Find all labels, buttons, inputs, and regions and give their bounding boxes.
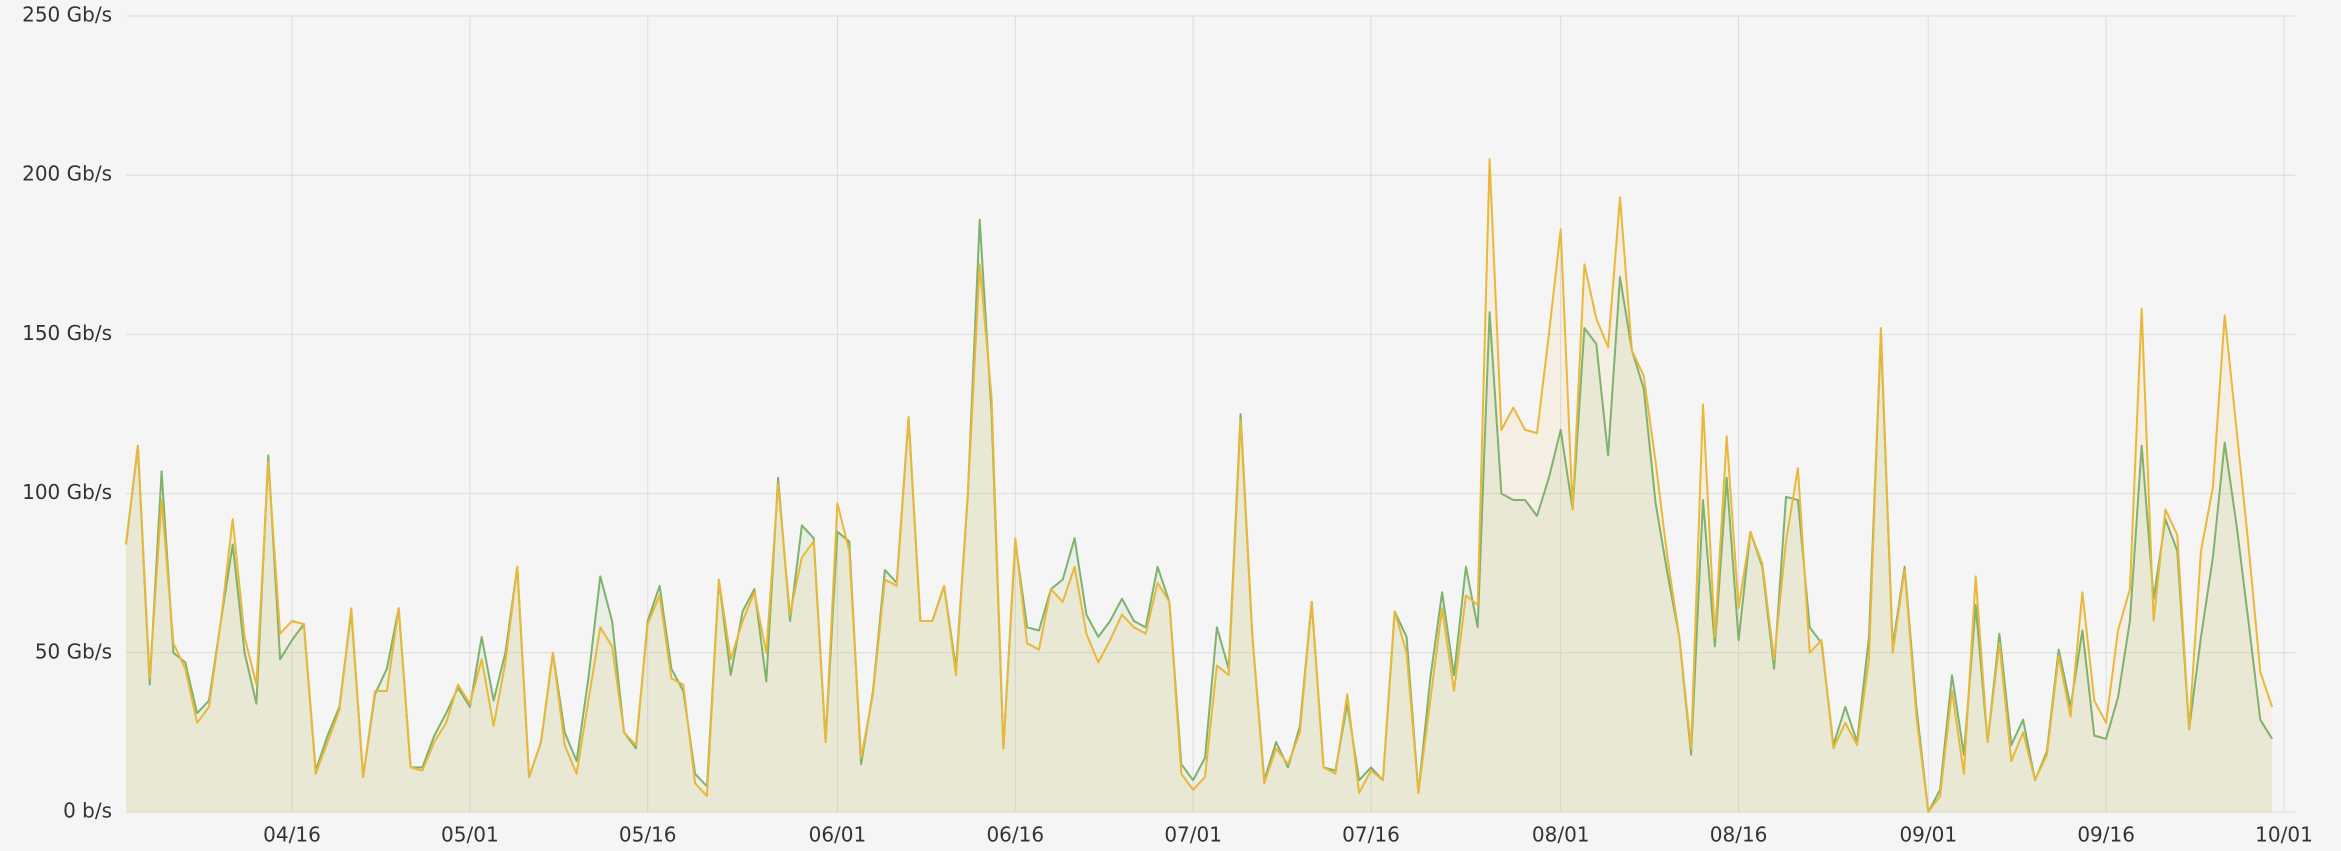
x-tick-label: 04/16 xyxy=(263,823,321,847)
y-tick-label: 200 Gb/s xyxy=(22,162,112,186)
x-tick-label: 09/16 xyxy=(2077,823,2135,847)
y-tick-label: 0 b/s xyxy=(63,799,112,823)
y-tick-label: 50 Gb/s xyxy=(35,639,112,663)
x-tick-label: 09/01 xyxy=(1899,823,1957,847)
x-tick-label: 06/01 xyxy=(809,823,867,847)
x-tick-label: 05/01 xyxy=(441,823,499,847)
x-tick-label: 08/16 xyxy=(1710,823,1768,847)
x-tick-label: 10/01 xyxy=(2255,823,2313,847)
y-tick-label: 150 Gb/s xyxy=(22,321,112,345)
area-fill xyxy=(126,219,2273,813)
x-tick-label: 07/01 xyxy=(1164,823,1222,847)
y-tick-label: 100 Gb/s xyxy=(22,480,112,504)
x-tick-label: 05/16 xyxy=(619,823,677,847)
x-tick-label: 07/16 xyxy=(1342,823,1400,847)
x-tick-label: 06/16 xyxy=(986,823,1044,847)
series-line xyxy=(125,158,2274,813)
area-fill xyxy=(126,159,2273,813)
y-tick-label: 250 Gb/s xyxy=(22,3,112,27)
x-tick-label: 08/01 xyxy=(1532,823,1590,847)
